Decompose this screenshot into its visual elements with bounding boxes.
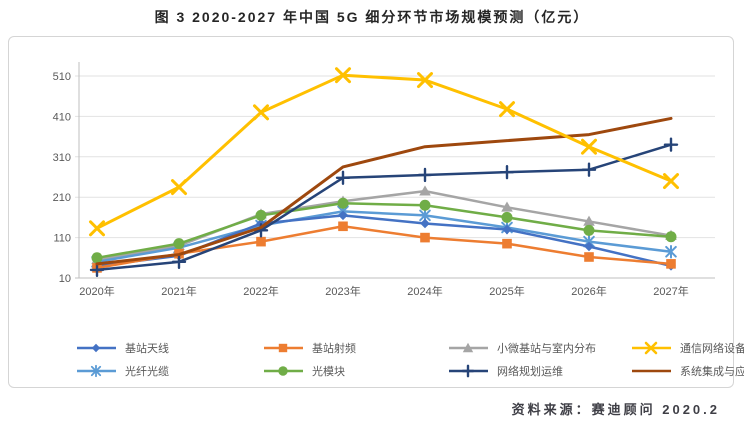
x-axis-tick-label: 2022年 (243, 284, 278, 298)
series-line (95, 210, 673, 264)
legend-label: 通信网络设备 (680, 343, 744, 355)
x-marker (499, 101, 515, 118)
series-line (95, 189, 673, 262)
x-marker (171, 179, 187, 196)
x-marker (335, 67, 351, 84)
square-marker (256, 236, 266, 247)
square-marker (666, 259, 676, 269)
legend-item-7: 网络规划运维 (448, 363, 631, 379)
x-axis-tick-label: 2026年 (571, 284, 606, 298)
x-marker (581, 138, 597, 155)
plus-marker (499, 164, 515, 180)
asterisk-marker (665, 244, 677, 259)
legend-item-4: 通信网络设备 (631, 340, 744, 356)
square-marker (338, 221, 348, 232)
series-系统集成与应用服务 (95, 116, 673, 266)
legend-key-triangle-marker (449, 342, 488, 353)
diamond-marker (502, 224, 512, 235)
legend-item-3: 小微基站与室内分布 (448, 340, 631, 356)
square-marker (502, 238, 512, 249)
y-axis-tick-label: 210 (53, 192, 71, 204)
series-line (95, 116, 673, 266)
series-line (95, 143, 673, 272)
diamond-marker (338, 210, 348, 221)
legend-key-x-marker (632, 341, 671, 355)
plot-canvas: 10 110 210 310 410 510 2020年 2021年 2022年 2023年 202… (53, 62, 715, 298)
legend-item-8: 系统集成与应用服务 (631, 363, 744, 379)
x-marker (253, 104, 269, 121)
x-marker (417, 72, 433, 89)
square-marker (584, 252, 594, 262)
plus-marker (663, 137, 679, 152)
series-光模块 (91, 197, 677, 264)
plus-marker (171, 254, 187, 270)
x-axis-tick-label: 2020年 (79, 284, 114, 298)
triangle-marker (583, 215, 595, 226)
circle-marker (91, 252, 103, 264)
circle-marker (255, 209, 267, 221)
legend-item-2: 基站射频 (263, 340, 448, 356)
square-marker (420, 232, 430, 243)
y-axis-tick-label: 10 (59, 273, 71, 285)
plus-marker (335, 170, 351, 186)
x-axis-tick-label: 2024年 (407, 284, 442, 298)
y-axis-tick-label: 510 (53, 71, 71, 83)
series-line (95, 202, 673, 260)
legend-key-line (632, 369, 671, 373)
x-axis-tick-label: 2021年 (161, 284, 196, 298)
legend-label: 基站天线 (125, 343, 169, 355)
legend-label: 系统集成与应用服务 (680, 366, 744, 378)
x-marker (663, 173, 679, 190)
circle-marker (173, 238, 185, 250)
legend-key-asterisk-marker (77, 364, 116, 378)
x-axis-tick-label: 2023年 (325, 284, 360, 298)
y-axis-tick-label: 110 (53, 233, 71, 245)
plus-marker (89, 262, 105, 278)
diamond-marker (584, 241, 594, 252)
circle-marker (337, 197, 349, 209)
y-axis-tick-label: 410 (53, 111, 71, 123)
series-通信网络设备 (89, 67, 679, 237)
x-axis-tick-label: 2027年 (653, 284, 688, 298)
series-line (95, 225, 673, 270)
y-axis-tick-label: 310 (53, 152, 71, 164)
diamond-marker (420, 218, 430, 229)
legend-item-5: 光纤光缆 (76, 363, 263, 379)
chart-area: 10 110 210 310 410 510 2020年 2021年 2022年 2023年 202… (8, 36, 744, 388)
circle-marker (419, 199, 431, 211)
legend-item-6: 光模块 (263, 363, 448, 379)
x-marker (89, 220, 105, 237)
circle-marker (665, 231, 677, 243)
legend-key-square-marker (264, 343, 303, 353)
source-note: 资料来源：赛迪顾问 2020.2 (511, 402, 720, 417)
triangle-marker (501, 201, 513, 212)
legend-item-1: 基站天线 (76, 340, 263, 356)
chart-title: 图 3 2020-2027 年中国 5G 细分环节市场规模预测（亿元） (154, 9, 590, 25)
triangle-marker (419, 185, 431, 196)
legend-label: 光模块 (312, 366, 345, 378)
legend-label: 光纤光缆 (125, 366, 169, 378)
chart-legend: 基站天线 基站射频 小微基站与室内分布 通信网络设备光纤光缆 光模块 网络规划运维 系统集成… (76, 340, 744, 379)
legend-key-plus-marker (449, 364, 488, 378)
plus-marker (581, 162, 597, 177)
legend-label: 基站射频 (312, 343, 356, 355)
series-网络规划运维 (89, 137, 679, 278)
circle-marker (501, 211, 513, 223)
legend-label: 网络规划运维 (497, 366, 563, 378)
x-axis-tick-label: 2025年 (489, 284, 524, 298)
plus-marker (417, 167, 433, 183)
circle-marker (583, 224, 595, 236)
legend-label: 小微基站与室内分布 (497, 343, 596, 355)
series-line (95, 73, 673, 230)
legend-key-circle-marker (264, 366, 303, 376)
legend-key-diamond-marker (77, 343, 116, 353)
